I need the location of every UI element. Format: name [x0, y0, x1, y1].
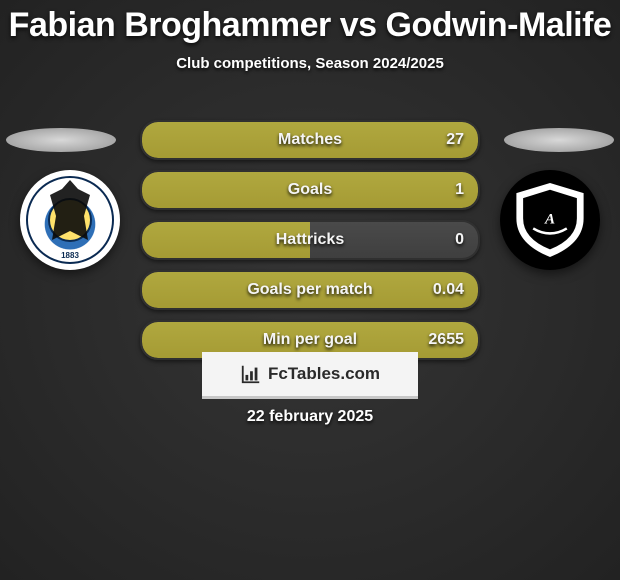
player-marker-left [6, 128, 116, 152]
stat-bar: Goals per match0.04 [140, 270, 480, 310]
stat-bar: Hattricks0 [140, 220, 480, 260]
stat-bar-label: Goals [142, 172, 478, 208]
chart-bar-icon [240, 363, 262, 385]
date-label: 22 february 2025 [0, 408, 620, 426]
brand-box[interactable]: FcTables.com [202, 352, 418, 399]
subtitle: Club competitions, Season 2024/2025 [0, 55, 620, 72]
stat-bar-value: 0.04 [433, 272, 464, 308]
stats-bars: Matches27 Goals1 Hattricks0 Goals per match… [140, 120, 480, 370]
stat-bar-value: 0 [455, 222, 464, 258]
club-crest-right: A [500, 170, 600, 270]
crest-year: 1883 [20, 251, 120, 260]
stat-bar-label: Goals per match [142, 272, 478, 308]
club-crest-left: 1883 [20, 170, 120, 270]
stat-bar-value: 2655 [428, 322, 464, 358]
stat-bar-value: 27 [446, 122, 464, 158]
svg-text:A: A [544, 211, 555, 227]
stat-bar-value: 1 [455, 172, 464, 208]
stat-bar-label: Matches [142, 122, 478, 158]
stat-bar: Matches27 [140, 120, 480, 160]
stat-bar-label: Hattricks [142, 222, 478, 258]
stat-bar: Goals1 [140, 170, 480, 210]
shield-icon: A [508, 178, 592, 262]
comparison-card: Fabian Broghammer vs Godwin-Malife Club … [0, 0, 620, 580]
page-title: Fabian Broghammer vs Godwin-Malife [0, 0, 620, 45]
brand-text: FcTables.com [268, 364, 380, 384]
player-marker-right [504, 128, 614, 152]
